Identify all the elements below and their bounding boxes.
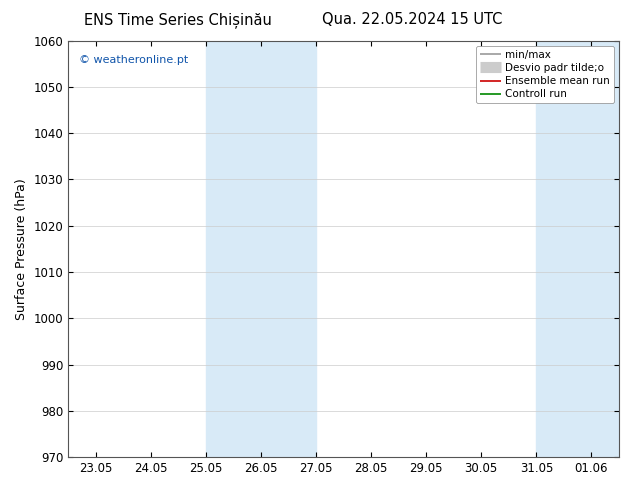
Legend: min/max, Desvio padr tilde;o, Ensemble mean run, Controll run: min/max, Desvio padr tilde;o, Ensemble m…	[476, 46, 614, 103]
Bar	[206, 41, 316, 457]
Y-axis label: Surface Pressure (hPa): Surface Pressure (hPa)	[15, 178, 28, 320]
Bar	[536, 41, 619, 457]
Text: ENS Time Series Chișinău: ENS Time Series Chișinău	[84, 12, 271, 28]
Text: © weatheronline.pt: © weatheronline.pt	[79, 55, 188, 65]
Text: Qua. 22.05.2024 15 UTC: Qua. 22.05.2024 15 UTC	[322, 12, 502, 27]
